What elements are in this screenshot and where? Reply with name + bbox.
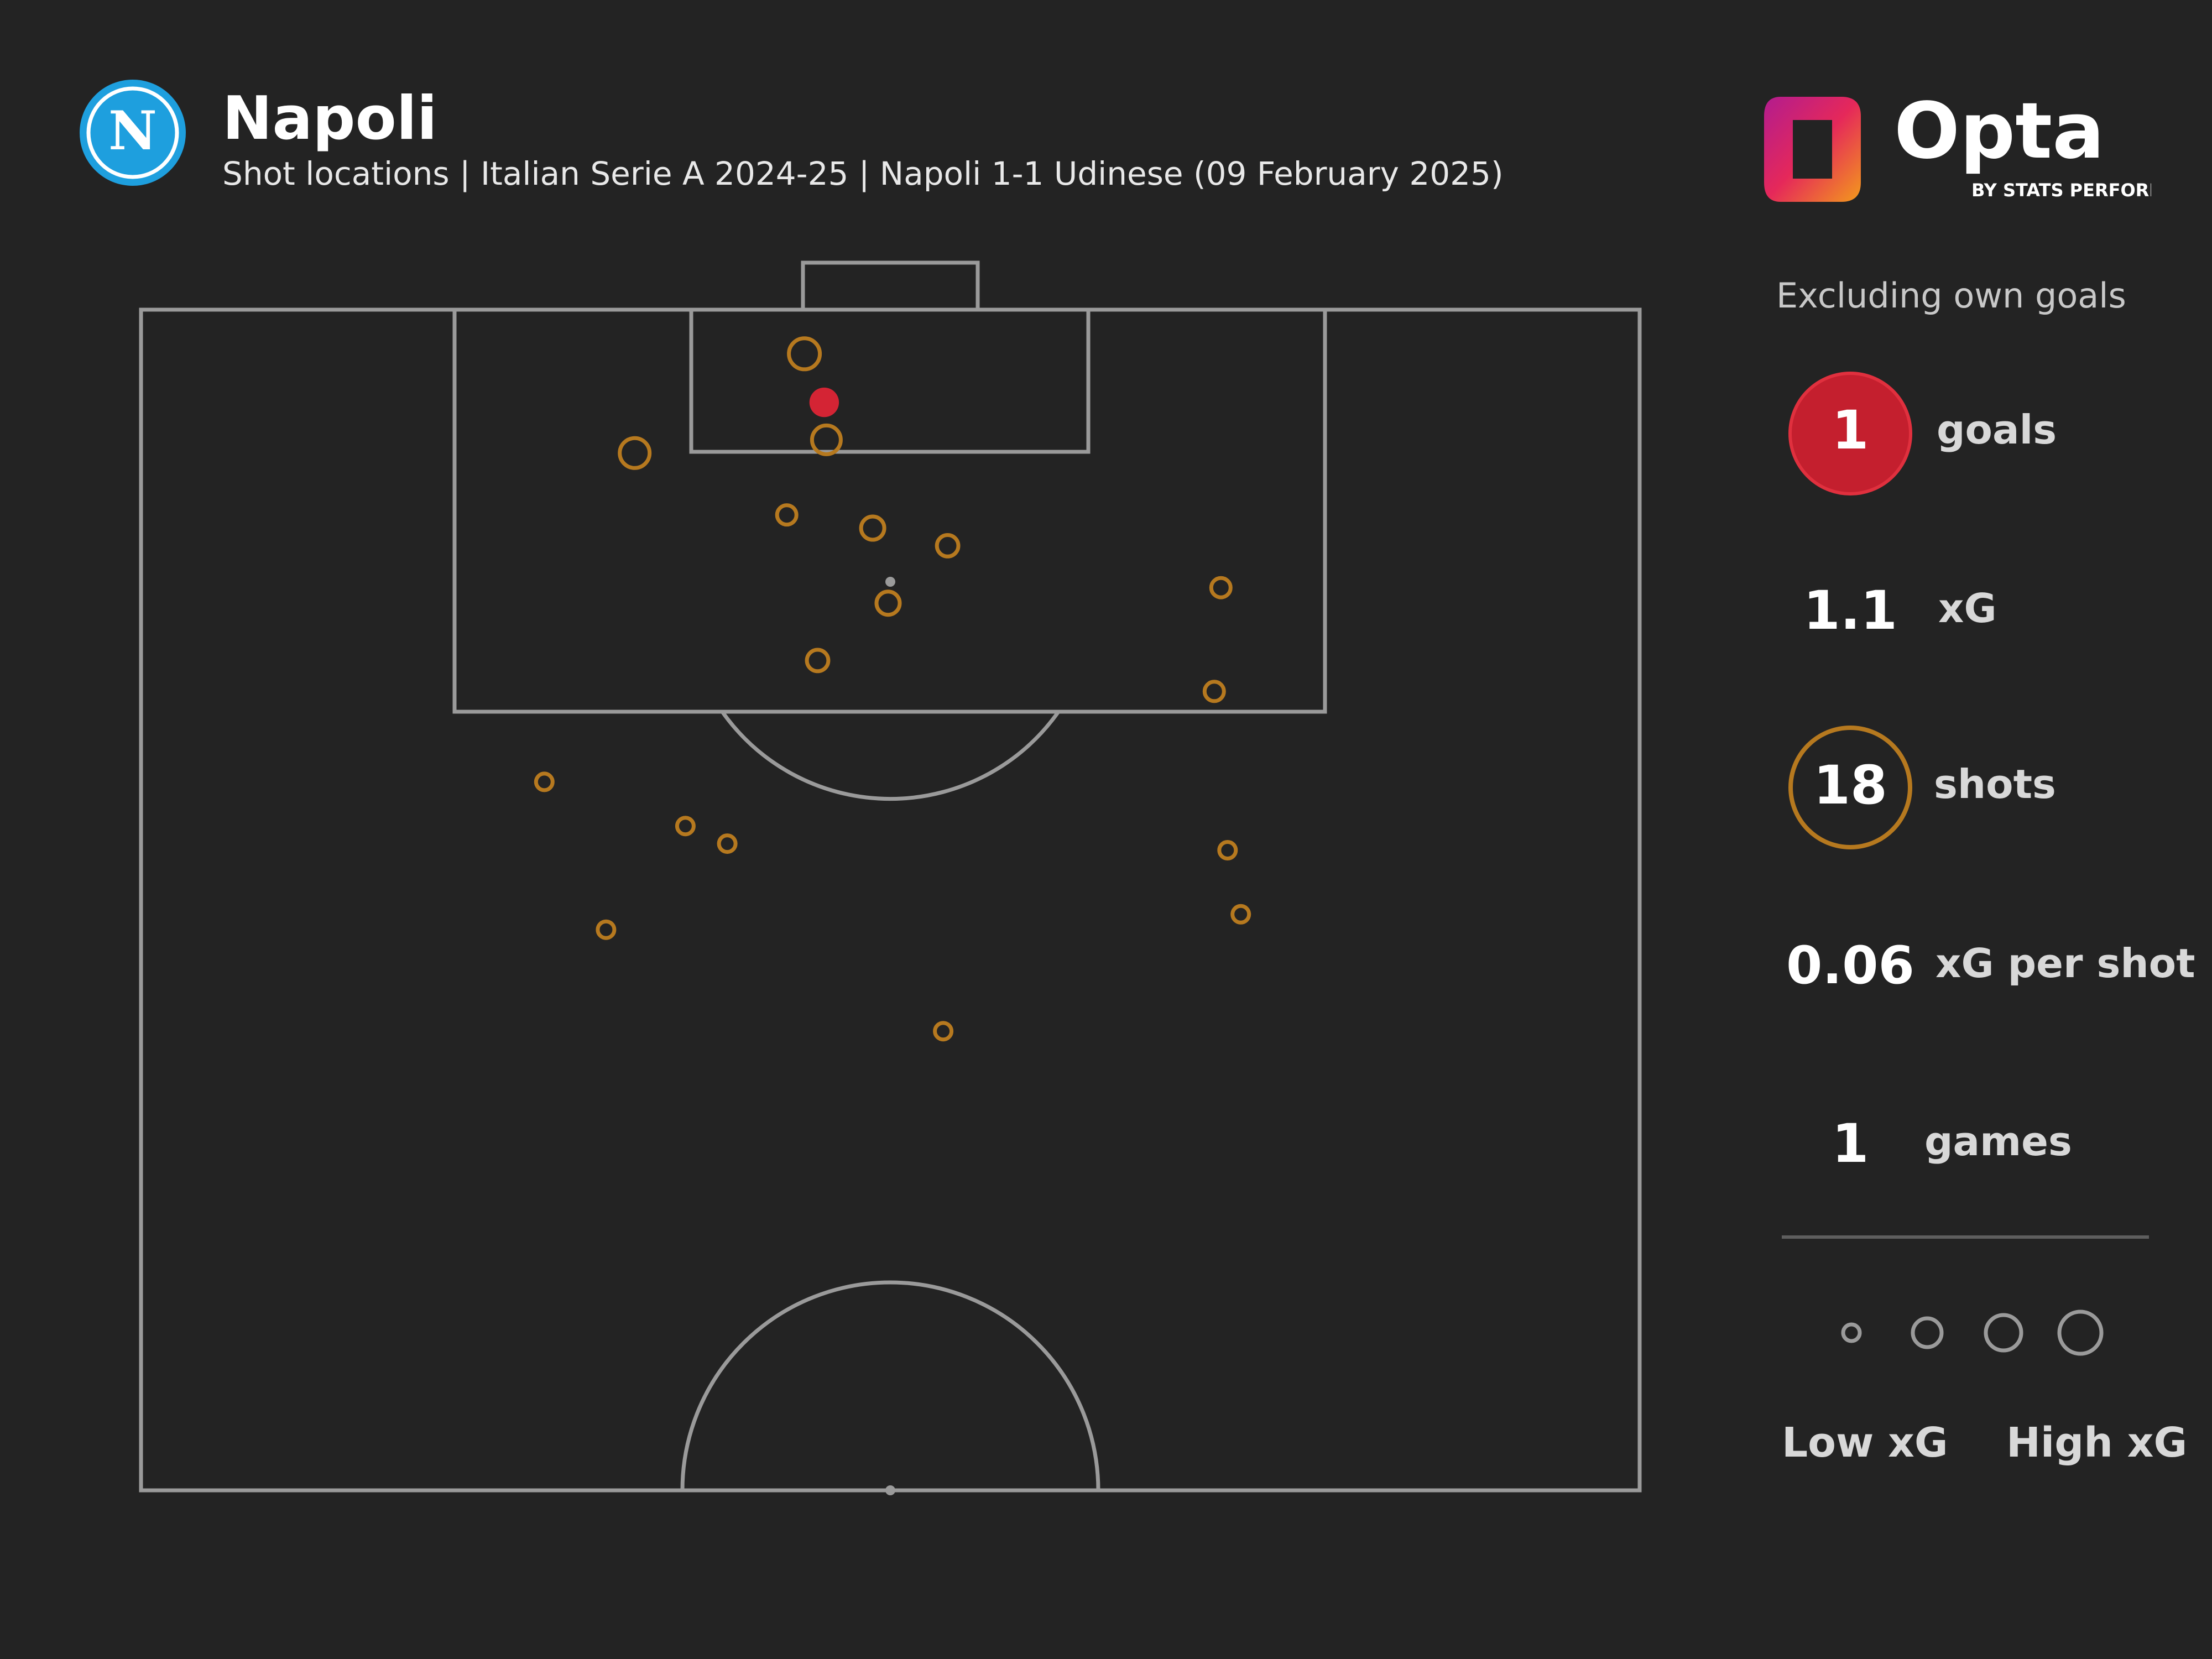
shot-marker — [810, 423, 843, 456]
shot-marker — [874, 589, 902, 617]
goal-marker — [809, 387, 839, 418]
penalty-arc — [721, 710, 1060, 801]
shot-marker — [787, 336, 822, 372]
opta-logo: Opta BY STATS PERFORM — [1764, 86, 2151, 202]
page-subtitle: Shot locations | Italian Serie A 2024-25… — [222, 155, 1504, 192]
shot-marker — [717, 833, 738, 854]
centre-spot — [885, 1485, 895, 1495]
shot-marker — [775, 503, 799, 527]
shots-badge — [1788, 726, 1912, 849]
goals-badge — [1788, 372, 1912, 495]
games-value: 1 — [1832, 1113, 1869, 1175]
sidebar-divider — [1782, 1235, 2149, 1239]
xg-per-shot-label: xG per shot — [1936, 940, 2195, 987]
exclusion-note: Excluding own goals — [1776, 275, 2126, 316]
goals-label: goals — [1937, 406, 2057, 453]
legend-circle-m — [1984, 1313, 2023, 1353]
page-title: Napoli — [222, 84, 437, 153]
centre-circle — [680, 1280, 1100, 1491]
shot-marker — [1217, 840, 1238, 860]
legend-circle-s — [1911, 1316, 1944, 1349]
xg-label: xG — [1938, 585, 1997, 632]
shot-marker — [1202, 680, 1226, 703]
napoli-crest-logo: N — [80, 80, 186, 186]
shot-marker — [534, 771, 555, 792]
shot-map-pitch — [139, 260, 1642, 1495]
legend-low-label: Low xG — [1782, 1419, 1948, 1467]
legend-circle-xs — [1841, 1322, 1862, 1343]
shot-marker — [935, 533, 961, 559]
shot-marker — [596, 919, 617, 940]
pitch-lines — [139, 260, 1642, 1493]
shots-value: 18 — [1813, 754, 1887, 816]
xg-value: 1.1 — [1803, 580, 1898, 641]
shots-label: shots — [1934, 761, 2056, 807]
penalty-box — [452, 307, 1327, 714]
opta-tagline: BY STATS PERFORM — [1971, 180, 2151, 201]
shot-marker — [933, 1021, 954, 1042]
pitch-outline — [139, 307, 1642, 1493]
shot-marker — [675, 816, 696, 837]
shot-marker — [805, 648, 831, 674]
legend-high-label: High xG — [2006, 1419, 2188, 1467]
shot-marker — [859, 514, 886, 542]
penalty-spot — [885, 577, 895, 587]
opta-wordmark: Opta — [1894, 86, 2105, 176]
shot-marker — [1209, 576, 1233, 599]
shot-marker — [618, 436, 652, 470]
xg-size-legend — [1841, 1310, 2104, 1356]
legend-circle-l — [2057, 1310, 2104, 1356]
goal-frame — [801, 260, 980, 312]
games-label: games — [1924, 1118, 2072, 1165]
shots-layer — [534, 336, 1251, 1042]
shot-marker — [1230, 904, 1251, 925]
six-yard-box — [689, 307, 1091, 454]
crest-letter: N — [108, 100, 157, 162]
xg-per-shot-value: 0.06 — [1786, 936, 1914, 996]
goals-value: 1 — [1832, 399, 1869, 461]
